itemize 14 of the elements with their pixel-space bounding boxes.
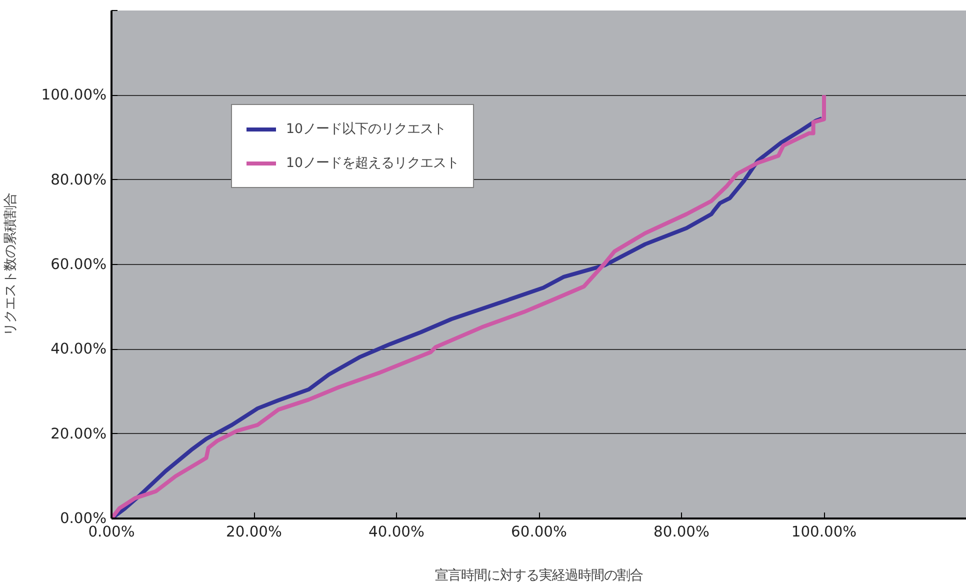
x-tick-label: 80.00% — [654, 524, 710, 540]
y-tick-label: 100.00% — [41, 86, 107, 104]
y-axis-title: リクエスト数の累積割合 — [3, 193, 18, 336]
x-axis-title: 宣言時間に対する実経過時間の割合 — [435, 568, 643, 584]
x-tick-label: 40.00% — [368, 524, 425, 540]
x-tick-label: 20.00% — [226, 524, 282, 540]
y-tick-label: 80.00% — [50, 171, 107, 188]
y-tick-label: 40.00% — [50, 340, 107, 358]
legend-label: 10ノード以下のリクエスト — [286, 121, 446, 138]
x-tick-label: 60.00% — [511, 524, 568, 540]
y-tick-label: 60.00% — [50, 256, 107, 273]
legend-label: 10ノードを超えるリクエスト — [286, 155, 459, 172]
y-tick-label: 20.00% — [50, 425, 107, 442]
x-tick-label: 100.00% — [791, 524, 857, 540]
